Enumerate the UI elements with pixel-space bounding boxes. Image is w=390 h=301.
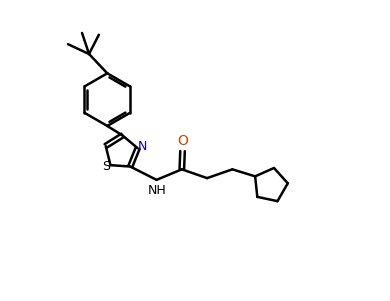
Text: N: N bbox=[138, 140, 147, 153]
Text: O: O bbox=[177, 134, 188, 147]
Text: S: S bbox=[102, 160, 110, 173]
Text: NH: NH bbox=[147, 184, 166, 197]
